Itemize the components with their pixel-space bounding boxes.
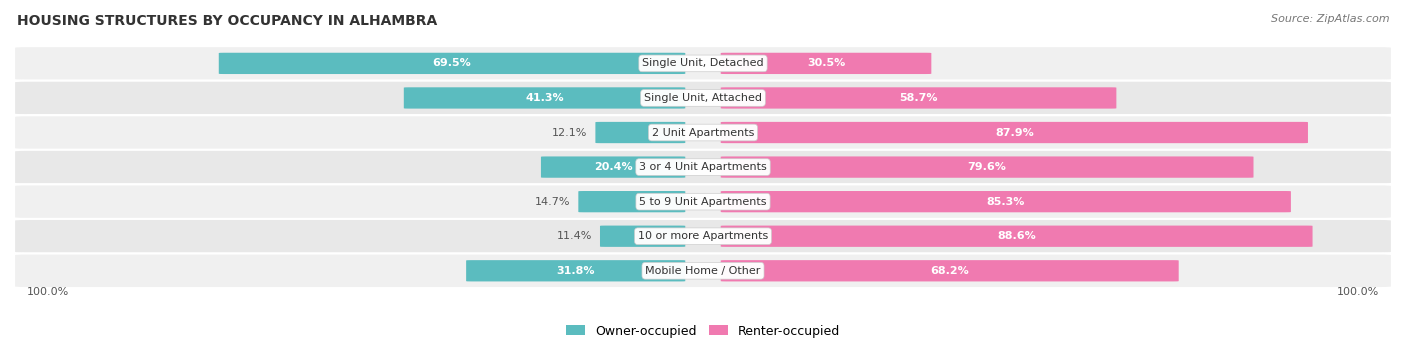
Text: 14.7%: 14.7%	[534, 197, 571, 207]
Text: HOUSING STRUCTURES BY OCCUPANCY IN ALHAMBRA: HOUSING STRUCTURES BY OCCUPANCY IN ALHAM…	[17, 14, 437, 28]
Text: 3 or 4 Unit Apartments: 3 or 4 Unit Apartments	[640, 162, 766, 172]
Text: Single Unit, Attached: Single Unit, Attached	[644, 93, 762, 103]
FancyBboxPatch shape	[404, 87, 685, 108]
FancyBboxPatch shape	[14, 150, 1392, 184]
FancyBboxPatch shape	[541, 157, 685, 178]
Text: 5 to 9 Unit Apartments: 5 to 9 Unit Apartments	[640, 197, 766, 207]
Text: 41.3%: 41.3%	[526, 93, 564, 103]
Text: 69.5%: 69.5%	[433, 58, 471, 69]
FancyBboxPatch shape	[721, 226, 1313, 247]
Text: 68.2%: 68.2%	[931, 266, 969, 276]
Text: 58.7%: 58.7%	[900, 93, 938, 103]
FancyBboxPatch shape	[14, 115, 1392, 150]
FancyBboxPatch shape	[721, 157, 1254, 178]
Text: 30.5%: 30.5%	[807, 58, 845, 69]
FancyBboxPatch shape	[219, 53, 685, 74]
Text: 12.1%: 12.1%	[553, 128, 588, 137]
Text: 88.6%: 88.6%	[997, 231, 1036, 241]
FancyBboxPatch shape	[14, 253, 1392, 288]
FancyBboxPatch shape	[600, 226, 685, 247]
Text: 2 Unit Apartments: 2 Unit Apartments	[652, 128, 754, 137]
FancyBboxPatch shape	[14, 81, 1392, 115]
FancyBboxPatch shape	[14, 184, 1392, 219]
FancyBboxPatch shape	[721, 122, 1308, 143]
Text: 20.4%: 20.4%	[593, 162, 633, 172]
Text: Source: ZipAtlas.com: Source: ZipAtlas.com	[1271, 14, 1389, 24]
FancyBboxPatch shape	[14, 46, 1392, 81]
FancyBboxPatch shape	[721, 191, 1291, 212]
Text: Mobile Home / Other: Mobile Home / Other	[645, 266, 761, 276]
FancyBboxPatch shape	[578, 191, 685, 212]
Text: 79.6%: 79.6%	[967, 162, 1007, 172]
FancyBboxPatch shape	[721, 260, 1178, 281]
Text: 100.0%: 100.0%	[1337, 287, 1379, 297]
Text: 85.3%: 85.3%	[987, 197, 1025, 207]
FancyBboxPatch shape	[721, 87, 1116, 108]
Text: 31.8%: 31.8%	[557, 266, 595, 276]
Text: 87.9%: 87.9%	[995, 128, 1033, 137]
Text: Single Unit, Detached: Single Unit, Detached	[643, 58, 763, 69]
FancyBboxPatch shape	[14, 219, 1392, 253]
FancyBboxPatch shape	[467, 260, 685, 281]
FancyBboxPatch shape	[595, 122, 685, 143]
FancyBboxPatch shape	[721, 53, 931, 74]
Text: 100.0%: 100.0%	[27, 287, 69, 297]
Text: 11.4%: 11.4%	[557, 231, 592, 241]
Text: 10 or more Apartments: 10 or more Apartments	[638, 231, 768, 241]
Legend: Owner-occupied, Renter-occupied: Owner-occupied, Renter-occupied	[561, 320, 845, 341]
